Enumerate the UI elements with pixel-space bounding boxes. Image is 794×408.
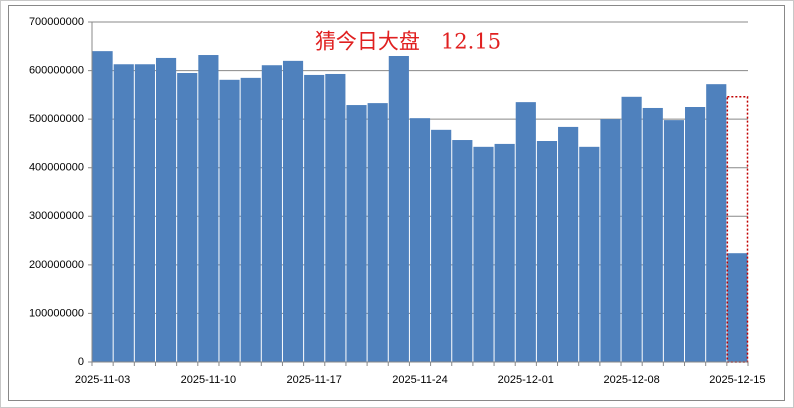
bar xyxy=(282,60,304,362)
bar xyxy=(409,118,431,363)
y-tick-label: 500000000 xyxy=(29,113,84,125)
y-tick-label: 400000000 xyxy=(29,162,84,174)
bar xyxy=(261,65,282,362)
y-tick-label: 600000000 xyxy=(29,64,84,76)
estimate-box xyxy=(726,96,749,363)
bar xyxy=(536,141,558,362)
bar xyxy=(113,64,134,362)
x-tick-label: 2025-12-15 xyxy=(709,374,765,386)
bar xyxy=(663,120,685,362)
y-tick-label: 0 xyxy=(78,356,84,368)
bar xyxy=(685,107,706,362)
bar xyxy=(727,253,748,362)
bar xyxy=(155,57,177,362)
bar xyxy=(579,146,600,362)
x-tick-label: 2025-12-01 xyxy=(498,374,554,386)
bar xyxy=(706,84,727,363)
x-tick-label: 2025-11-24 xyxy=(392,374,447,386)
bar xyxy=(92,51,113,363)
bar xyxy=(177,73,198,362)
bar xyxy=(304,74,325,362)
x-tick-label: 2025-12-08 xyxy=(603,374,659,386)
bar xyxy=(515,102,536,363)
x-tick-label: 2025-11-03 xyxy=(75,374,130,386)
bar xyxy=(198,55,219,363)
bar xyxy=(473,146,494,362)
bar xyxy=(621,96,642,363)
y-tick-label: 200000000 xyxy=(29,259,84,271)
bar xyxy=(558,126,579,363)
bar xyxy=(240,77,261,362)
chart-title: 猜今日大盘 12.15 xyxy=(315,30,501,54)
bar xyxy=(431,129,452,362)
bar xyxy=(388,56,409,362)
bar xyxy=(325,73,346,362)
bar xyxy=(600,119,621,363)
y-tick-label: 300000000 xyxy=(29,210,84,222)
bar xyxy=(346,105,367,363)
bar xyxy=(134,64,155,362)
y-tick-label: 100000000 xyxy=(29,307,84,319)
bar xyxy=(642,107,663,362)
bar xyxy=(494,143,515,362)
bar xyxy=(219,79,240,363)
bar xyxy=(367,103,388,362)
x-tick-label: 2025-11-17 xyxy=(286,374,341,386)
y-tick-label: 700000000 xyxy=(29,16,84,28)
x-tick-label: 2025-11-10 xyxy=(181,374,236,386)
bar xyxy=(452,140,473,362)
